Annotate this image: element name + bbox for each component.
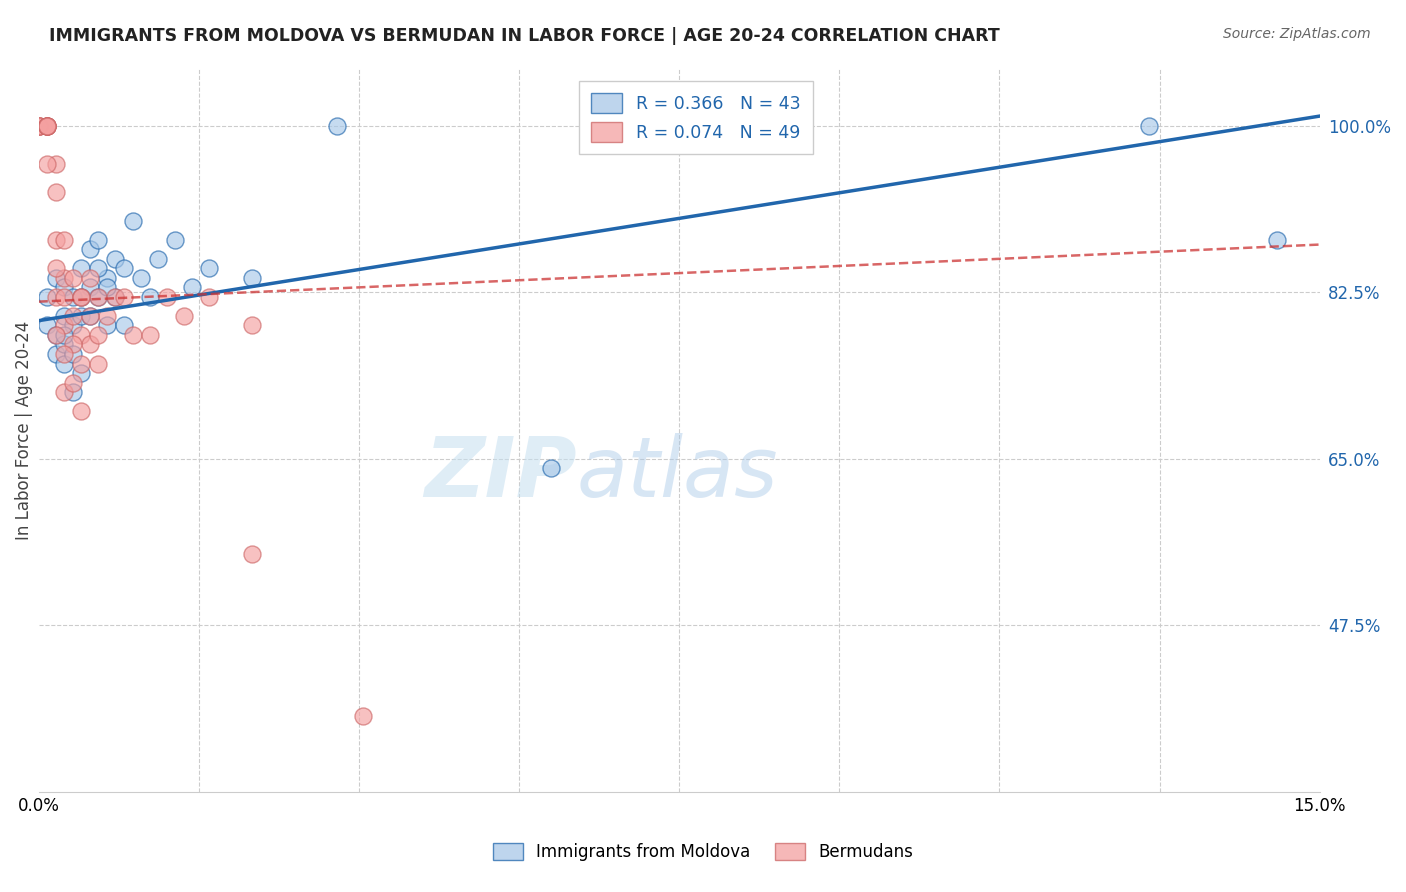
Point (53, 357, 76, 371)
Point (70, 290, 93, 304)
Point (112, 318, 135, 333)
Point (62, 309, 84, 323)
Point (198, 290, 221, 304)
Point (121, 328, 143, 343)
Point (53, 318, 76, 333)
Point (96, 318, 118, 333)
Point (104, 290, 127, 304)
Text: Source: ZipAtlas.com: Source: ZipAtlas.com (1223, 27, 1371, 41)
Point (45, 233, 67, 247)
Point (35, 119, 58, 133)
Point (35, 119, 58, 133)
Point (35, 318, 58, 333)
Point (87, 290, 110, 304)
Point (45, 156, 67, 170)
Point (45, 271, 67, 285)
Point (45, 328, 67, 343)
Point (70, 357, 93, 371)
Point (62, 376, 84, 390)
Point (70, 366, 93, 380)
Point (79, 309, 101, 323)
Point (87, 261, 110, 276)
Point (53, 290, 76, 304)
Point (79, 309, 101, 323)
Point (79, 337, 101, 351)
Point (45, 347, 67, 361)
Point (35, 290, 58, 304)
Point (156, 290, 179, 304)
Point (121, 213, 143, 227)
Point (45, 185, 67, 199)
Point (27, 119, 49, 133)
Point (35, 119, 58, 133)
Point (198, 261, 221, 276)
Point (45, 261, 67, 276)
Point (87, 233, 110, 247)
Text: IMMIGRANTS FROM MOLDOVA VS BERMUDAN IN LABOR FORCE | AGE 20-24 CORRELATION CHART: IMMIGRANTS FROM MOLDOVA VS BERMUDAN IN L… (49, 27, 1000, 45)
Point (35, 156, 58, 170)
Point (138, 328, 160, 343)
Point (165, 233, 187, 247)
Point (352, 708, 374, 723)
Point (96, 280, 118, 294)
Text: atlas: atlas (576, 433, 779, 514)
Point (112, 261, 135, 276)
Point (53, 337, 76, 351)
Point (70, 309, 93, 323)
Point (70, 290, 93, 304)
Point (96, 309, 118, 323)
Point (35, 119, 58, 133)
Point (62, 290, 84, 304)
Point (53, 271, 76, 285)
Point (62, 385, 84, 400)
Point (138, 290, 160, 304)
Point (62, 318, 84, 333)
Point (240, 318, 263, 333)
Point (181, 280, 204, 294)
Point (70, 328, 93, 343)
Point (129, 271, 152, 285)
Text: ZIP: ZIP (425, 433, 576, 514)
Point (70, 404, 93, 418)
Point (27, 119, 49, 133)
Point (53, 347, 76, 361)
Point (1137, 119, 1160, 133)
Point (45, 290, 67, 304)
Point (87, 328, 110, 343)
Legend: R = 0.366   N = 43, R = 0.074   N = 49: R = 0.366 N = 43, R = 0.074 N = 49 (579, 81, 813, 154)
Point (87, 290, 110, 304)
Point (70, 290, 93, 304)
Point (104, 252, 127, 266)
Point (104, 290, 127, 304)
Point (53, 309, 76, 323)
Point (112, 290, 135, 304)
Point (45, 328, 67, 343)
Y-axis label: In Labor Force | Age 20-24: In Labor Force | Age 20-24 (15, 320, 32, 540)
Point (70, 261, 93, 276)
Point (62, 347, 84, 361)
Point (35, 119, 58, 133)
Point (1265, 233, 1288, 247)
Point (53, 385, 76, 400)
Point (240, 271, 263, 285)
Point (96, 271, 118, 285)
Point (326, 119, 349, 133)
Point (27, 119, 49, 133)
Point (62, 271, 84, 285)
Legend: Immigrants from Moldova, Bermudans: Immigrants from Moldova, Bermudans (486, 836, 920, 868)
Point (79, 271, 101, 285)
Point (79, 243, 101, 257)
Point (146, 252, 169, 266)
Point (62, 337, 84, 351)
Point (173, 309, 195, 323)
Point (540, 461, 562, 475)
Point (35, 119, 58, 133)
Point (27, 119, 49, 133)
Point (53, 233, 76, 247)
Point (87, 357, 110, 371)
Point (79, 280, 101, 294)
Point (53, 328, 76, 343)
Point (53, 280, 76, 294)
Point (240, 547, 263, 561)
